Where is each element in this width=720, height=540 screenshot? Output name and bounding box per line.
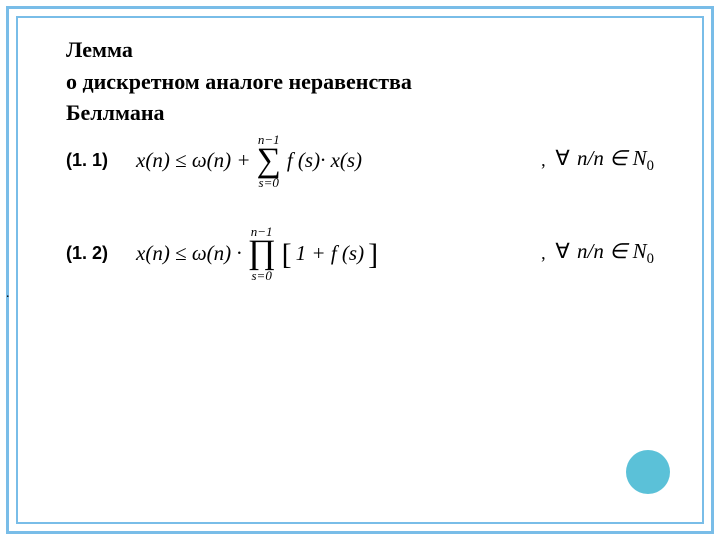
equation-1-cond-sub: 0 — [647, 158, 654, 174]
equation-2-number: (1. 2) — [66, 243, 136, 264]
equation-1-rhs: f (s)· x(s) — [287, 148, 362, 173]
decorative-circle — [626, 450, 670, 494]
stray-dot: . — [6, 286, 10, 302]
slide-title-line3: Беллмана — [66, 99, 654, 127]
equation-2-cond-sub: 0 — [647, 251, 654, 267]
equation-1-condition: ∀ n/n ∈ N0 — [555, 146, 654, 175]
sum-lower-limit: s=0 — [259, 176, 279, 189]
equation-2-row: (1. 2) x(n) ≤ ω(n) · n−1 ∏ s=0 [ 1 + f (… — [66, 225, 654, 282]
bracket-open: [ — [282, 238, 292, 272]
equation-1-formula: x(n) ≤ ω(n) + n−1 ∑ s=0 f (s)· x(s) — [136, 133, 531, 190]
slide: Лемма о дискретном аналоге неравенства Б… — [0, 0, 720, 540]
prod-lower-limit: s=0 — [251, 269, 271, 282]
equation-1-comma: , — [531, 150, 555, 171]
equation-1-row: (1. 1) x(n) ≤ ω(n) + n−1 ∑ s=0 f (s)· x(… — [66, 133, 654, 190]
sum-operator: n−1 ∑ s=0 — [257, 133, 281, 190]
equation-2-condition: ∀ n/n ∈ N0 — [555, 239, 654, 268]
equation-2-cond-text: n/n ∈ N — [577, 239, 647, 263]
equation-2-mid: 1 + f (s) — [296, 241, 364, 266]
sum-symbol: ∑ — [257, 146, 281, 177]
bracket-close: ] — [368, 238, 378, 272]
equation-2-comma: , — [531, 243, 555, 264]
forall-symbol-2: ∀ — [555, 239, 569, 263]
equation-2-lhs: x(n) ≤ ω(n) · — [136, 241, 242, 266]
slide-title-line2: о дискретном аналоге неравенства — [66, 68, 654, 96]
forall-symbol: ∀ — [555, 146, 569, 170]
equation-1-lhs: x(n) ≤ ω(n) + — [136, 148, 251, 173]
prod-operator: n−1 ∏ s=0 — [248, 225, 276, 282]
equation-2-formula: x(n) ≤ ω(n) · n−1 ∏ s=0 [ 1 + f (s) ] — [136, 225, 531, 282]
equation-1-cond-text: n/n ∈ N — [577, 146, 647, 170]
slide-content: Лемма о дискретном аналоге неравенства Б… — [26, 26, 694, 514]
equation-1-number: (1. 1) — [66, 150, 136, 171]
prod-symbol: ∏ — [248, 238, 276, 269]
slide-title-line1: Лемма — [66, 36, 654, 64]
